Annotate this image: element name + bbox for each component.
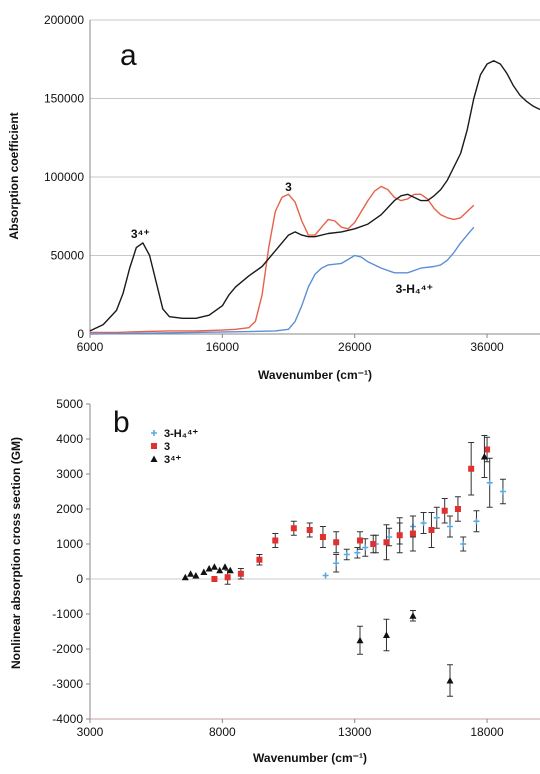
data-point	[486, 479, 493, 486]
data-point	[224, 574, 231, 581]
data-point	[484, 446, 491, 453]
data-point	[357, 537, 363, 544]
y-tick-label: 50000	[51, 249, 85, 263]
data-point	[362, 544, 369, 551]
data-point	[226, 566, 234, 574]
y-tick-label: 0	[76, 572, 83, 586]
data-point	[216, 566, 224, 574]
data-point	[333, 539, 340, 546]
data-point	[187, 570, 195, 577]
data-point	[192, 572, 200, 579]
data-point	[480, 453, 488, 460]
data-point	[322, 572, 329, 579]
data-point	[386, 534, 393, 540]
panel-b-plot: -4000 -3000 -2000 -1000 0 1000 2000 3000 4000 500…	[52, 397, 540, 739]
data-point	[468, 465, 475, 472]
legend-marker	[150, 455, 158, 462]
legend-label: 3-H₄⁴⁺	[164, 428, 198, 440]
legend-marker	[151, 443, 157, 449]
y-tick-label: 5000	[56, 397, 83, 411]
data-point	[409, 530, 416, 537]
y-tick-label: 150000	[44, 92, 84, 106]
x-tick-label: 13000	[338, 725, 372, 739]
data-point	[441, 507, 448, 514]
data-point	[396, 532, 403, 539]
data-point	[221, 563, 229, 570]
data-point	[383, 539, 390, 546]
data-point	[428, 527, 435, 533]
data-point	[460, 541, 467, 547]
data-point	[473, 518, 480, 525]
data-point	[433, 514, 440, 521]
data-point	[290, 525, 297, 532]
panel-b-xlabel: Wavenumber (cm⁻¹)	[253, 751, 367, 765]
y-tick-label: 0	[77, 327, 84, 341]
y-tick-label: -2000	[52, 642, 83, 656]
y-tick-label: -4000	[52, 712, 83, 726]
y-tick-label: 1000	[56, 537, 83, 551]
x-tick-label: 18000	[470, 725, 504, 739]
panel-a-xlabel: Wavenumber (cm⁻¹)	[258, 368, 372, 382]
y-tick-label: 3000	[56, 467, 83, 481]
y-tick-label: -3000	[52, 677, 83, 691]
x-tick-label: 16000	[206, 340, 240, 354]
data-point	[370, 541, 377, 547]
data-point	[354, 549, 361, 556]
data-point	[237, 570, 244, 577]
data-point	[211, 576, 218, 582]
data-point	[306, 527, 313, 533]
legend-label: 3⁴⁺	[164, 454, 182, 466]
data-point	[446, 677, 454, 684]
x-tick-label: 8000	[209, 725, 236, 739]
legend-marker	[151, 430, 157, 436]
data-point	[333, 560, 340, 567]
legend-label: 3	[164, 441, 170, 453]
data-point	[210, 563, 218, 570]
data-point	[409, 612, 417, 619]
data-point	[181, 573, 189, 581]
annotation-label: 3⁴⁺	[131, 227, 150, 241]
panel-b-ylabel: Nonlinear absorption cross section (GM)	[9, 437, 23, 669]
x-tick-label: 26000	[338, 340, 372, 354]
x-tick-label: 36000	[470, 340, 504, 354]
data-point	[420, 520, 427, 526]
annotation-label: 3-H₄⁴⁺	[396, 282, 433, 296]
panel-a-ylabel: Absorption coefficient	[7, 112, 21, 239]
data-point	[272, 537, 279, 544]
data-point	[205, 565, 213, 572]
data-point	[382, 631, 390, 638]
series-line	[89, 60, 540, 332]
data-point	[200, 568, 208, 575]
y-tick-label: 2000	[56, 502, 83, 516]
annotation-label: 3	[285, 180, 292, 194]
data-point	[447, 523, 453, 530]
panel-a-plot: 0 50000 100000 150000 200000 6000 16000 26000 36…	[44, 13, 540, 354]
y-tick-label: 100000	[44, 170, 84, 184]
y-tick-label: 200000	[44, 13, 84, 27]
y-tick-label: -1000	[52, 607, 83, 621]
panel-a-label: a	[120, 39, 137, 72]
y-tick-label: 4000	[56, 432, 83, 446]
data-point	[499, 488, 506, 495]
data-point	[256, 556, 263, 563]
data-point	[356, 636, 364, 644]
x-tick-label: 6000	[77, 340, 104, 354]
series-line	[90, 185, 475, 334]
panel-b-label: b	[113, 406, 130, 439]
series-line	[89, 226, 475, 335]
data-point	[343, 551, 350, 558]
x-tick-label: 3000	[77, 725, 104, 739]
data-point	[454, 506, 461, 512]
data-point	[319, 534, 326, 540]
